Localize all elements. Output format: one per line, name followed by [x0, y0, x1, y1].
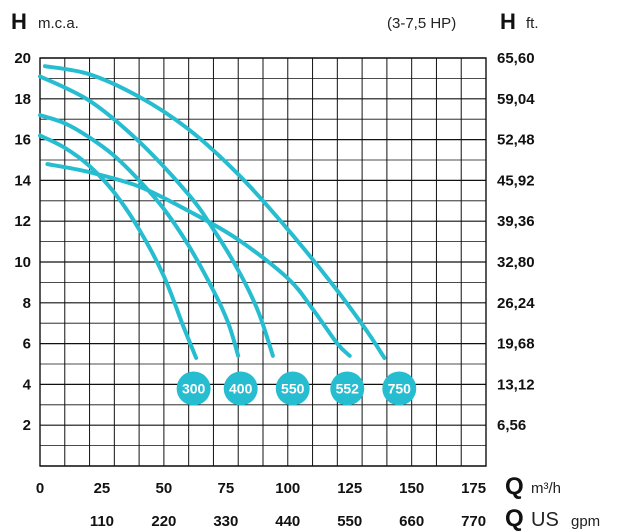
- model-badge-400: [223, 371, 258, 406]
- model-badge-552: [330, 371, 365, 406]
- model-badge-300: [176, 371, 211, 406]
- x-tick-label-m3h: 50: [156, 480, 173, 497]
- x-tick-label-gpm: 330: [213, 513, 238, 530]
- pump-curve-552: [45, 162, 352, 358]
- y-tick-label-right: 45,92: [497, 172, 535, 189]
- hp-range: (3-7,5 HP): [387, 15, 456, 32]
- q-symbol-m3: Q: [505, 473, 524, 500]
- y-tick-label-right: 13,12: [497, 376, 535, 393]
- left-h-symbol: H: [11, 9, 27, 34]
- q-symbol-gpm: Q: [505, 505, 524, 531]
- x-tick-label-m3h: 100: [275, 480, 300, 497]
- y-tick-label-left: 8: [23, 295, 31, 312]
- right-h-symbol: H: [500, 9, 516, 34]
- q-unit-gpm-us: US: [531, 509, 559, 531]
- y-tick-label-left: 18: [14, 91, 31, 108]
- y-tick-label-left: 4: [23, 376, 32, 393]
- x-tick-label-m3h: 25: [94, 480, 111, 497]
- y-tick-label-right: 26,24: [497, 295, 535, 312]
- y-tick-label-right: 39,36: [497, 213, 535, 230]
- x-tick-label-m3h: 75: [217, 480, 234, 497]
- x-tick-label-gpm: 550: [337, 513, 362, 530]
- pump-curve-550: [38, 74, 275, 358]
- model-badge-550: [275, 371, 310, 406]
- chart-grid: [39, 57, 487, 467]
- y-tick-label-left: 16: [14, 132, 31, 149]
- pump-curve-750: [43, 64, 387, 360]
- y-tick-label-left: 6: [23, 336, 31, 353]
- y-tick-label-right: 52,48: [497, 132, 535, 149]
- y-tick-label-right: 32,80: [497, 254, 535, 271]
- y-tick-label-left: 20: [14, 50, 31, 67]
- model-badge-label: 400: [229, 380, 253, 396]
- pump-curve-300: [38, 133, 199, 360]
- plot-frame: [39, 57, 487, 467]
- curve-layer: [38, 64, 387, 360]
- y-tick-label-left: 12: [14, 213, 31, 230]
- x-tick-label-gpm: 770: [461, 513, 486, 530]
- y-tick-label-left: 2: [23, 417, 31, 434]
- y-tick-label-right: 65,60: [497, 50, 535, 67]
- x-tick-label-gpm: 220: [151, 513, 176, 530]
- x-tick-label-m3h: 175: [461, 480, 486, 497]
- axis-layer: 2 4 6 8 10 12 14 16 18 20 6,56 13,12 19,68 26,24 32,80…: [14, 50, 535, 530]
- y-tick-label-left: 14: [14, 172, 31, 189]
- model-badge-label: 750: [388, 380, 412, 396]
- q-unit-m3: m³/h: [531, 480, 561, 497]
- x-tick-label-gpm: 440: [275, 513, 300, 530]
- y-tick-label-left: 10: [14, 254, 31, 271]
- x-tick-label-gpm: 110: [90, 513, 114, 530]
- y-tick-label-right: 6,56: [497, 417, 526, 434]
- x-tick-label-m3h: 150: [399, 480, 424, 497]
- right-h-unit: ft.: [526, 15, 539, 32]
- x-tick-label-gpm: 660: [399, 513, 424, 530]
- x-tick-label-m3h: 0: [36, 480, 44, 497]
- model-badge-750: [382, 371, 417, 406]
- q-unit-gpm: gpm: [571, 513, 600, 530]
- model-badge-label: 300: [182, 380, 206, 396]
- y-tick-label-right: 59,04: [497, 91, 535, 108]
- model-badge-label: 552: [336, 380, 360, 396]
- badge-layer: 300 400 550 552 750: [176, 371, 417, 406]
- model-badge-label: 550: [281, 380, 305, 396]
- left-h-unit: m.c.a.: [38, 15, 79, 32]
- y-tick-label-right: 19,68: [497, 336, 535, 353]
- x-tick-label-m3h: 125: [337, 480, 362, 497]
